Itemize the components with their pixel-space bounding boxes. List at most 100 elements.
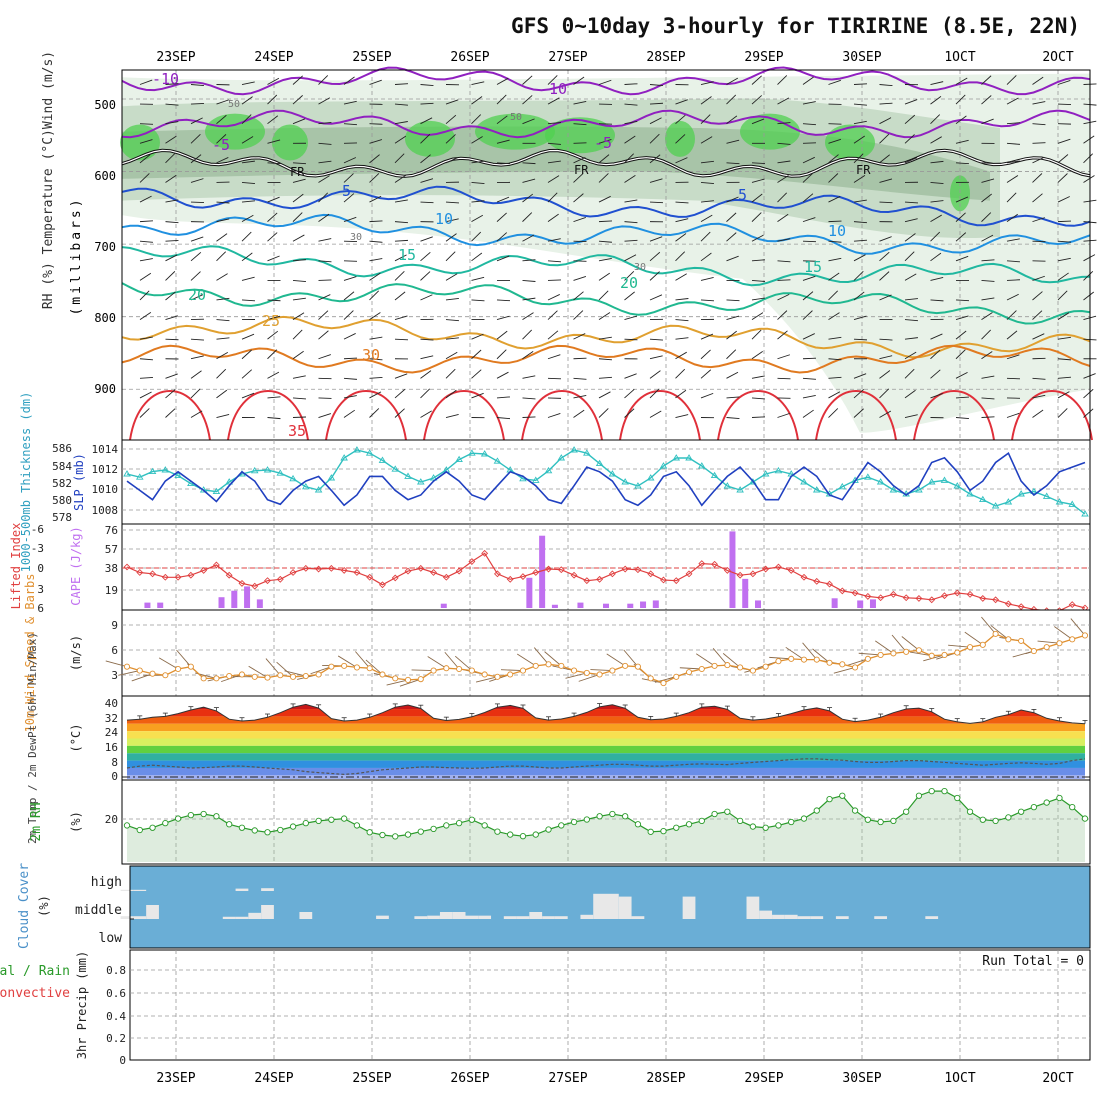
lifted-index-point <box>532 569 540 576</box>
wind-speed-point <box>468 667 475 674</box>
wind-barb <box>802 377 816 380</box>
wind-barb <box>828 257 842 262</box>
wind-barb <box>802 310 813 320</box>
wind-barb <box>139 336 153 340</box>
wind-barb <box>445 157 459 164</box>
wind-barb <box>1032 275 1045 281</box>
cape-bar <box>627 603 634 608</box>
wind-barb <box>139 358 153 361</box>
wind-barb <box>955 232 967 242</box>
surface-wind-barb <box>901 636 920 651</box>
wind-barb <box>216 413 230 418</box>
wind-barb <box>1032 142 1046 144</box>
wind-barb <box>1032 76 1044 85</box>
wind-barb <box>726 77 739 85</box>
wind-barb <box>267 162 281 165</box>
wind-barb <box>165 271 176 281</box>
wind-barb <box>700 276 714 281</box>
contour-label: 10 <box>435 210 453 228</box>
wind-10m-panel: 9 6 3 10m Wind Speed & Barbs (m/s) <box>23 574 1091 732</box>
surface-wind-barb <box>284 670 306 677</box>
cape-tick: 57 <box>105 543 118 556</box>
wind-barb <box>700 136 713 144</box>
wind-barb <box>292 397 306 400</box>
wind-barb <box>802 76 814 85</box>
wind-barb <box>624 135 636 144</box>
pressure-tick: 600 <box>94 169 116 183</box>
wind-barb <box>292 375 306 379</box>
wind-barb <box>165 239 179 242</box>
thickness-axis-label: 1000-500mb Thickness (dm) <box>19 392 33 573</box>
wind-barb <box>267 299 281 302</box>
date-label-bottom: 1OCT <box>944 1071 975 1086</box>
wind-speed-point <box>200 675 207 682</box>
wind-barb <box>726 115 738 125</box>
rh-point <box>315 817 322 825</box>
rh-point <box>455 819 463 827</box>
thickness-point <box>889 486 898 493</box>
wind-barb <box>420 388 431 399</box>
upper-wind-barbs <box>139 75 1097 420</box>
wind-barb <box>700 369 712 379</box>
wind-barb <box>930 369 941 379</box>
wind-barb <box>318 310 329 320</box>
rh-point <box>839 792 846 799</box>
surface-wind-barb <box>444 651 460 670</box>
cape-gridlines <box>122 524 1090 610</box>
wind-barb <box>369 376 383 379</box>
wind-barb <box>981 312 993 320</box>
contour-label: 50 <box>228 99 240 110</box>
thickness-point <box>570 446 578 453</box>
cape-bar <box>857 600 864 608</box>
wind-barb <box>879 84 893 87</box>
wind-barb <box>369 139 383 144</box>
thickness-point <box>915 486 923 493</box>
wind-speed-point <box>123 663 131 670</box>
rh-axis: 20 <box>105 813 118 826</box>
date-label-top: 24SEP <box>254 50 293 65</box>
wind-barb <box>751 118 765 125</box>
thickness-point <box>174 471 182 479</box>
thickness-tick: 580 <box>52 494 72 507</box>
wind-barb <box>547 75 558 85</box>
lifted-index-point <box>608 570 616 578</box>
rh-point <box>724 808 731 815</box>
lifted-index-point <box>391 574 399 582</box>
wind-barb <box>1032 409 1044 418</box>
rh-point <box>494 828 501 835</box>
precip-axis: 0.8 0.6 0.4 0.2 0 <box>106 964 126 1067</box>
wind-barb <box>853 270 864 281</box>
wind-barb <box>700 349 711 360</box>
wind-barb <box>522 162 536 165</box>
wind-barb <box>649 201 664 204</box>
wind-speed-point <box>353 664 360 671</box>
wind-speed-point <box>379 671 386 678</box>
wind-barb <box>1006 310 1017 320</box>
wind-gridlines <box>122 610 1090 696</box>
temperature-band <box>127 709 1085 717</box>
wind-barb <box>955 94 966 105</box>
wind-barb <box>190 370 202 379</box>
cloud-high-block <box>120 889 134 891</box>
wind-barb <box>573 291 584 301</box>
cloud-middle-block <box>452 912 466 919</box>
wind-barb <box>649 84 663 87</box>
wind-barb <box>369 312 381 320</box>
cloud-middle-block <box>248 912 262 919</box>
wind-barb <box>624 120 638 125</box>
wind-barb <box>496 417 510 420</box>
thickness-point <box>1055 498 1064 505</box>
isotherm-line <box>121 344 1091 374</box>
lifted-index-point <box>928 596 936 604</box>
lifted-index-line <box>126 552 1086 612</box>
cape-bar <box>440 603 447 608</box>
wind-barb <box>573 193 584 203</box>
wind-barb <box>879 133 890 144</box>
date-label-top: 28SEP <box>646 50 685 65</box>
lifted-index-point <box>736 571 744 579</box>
wind-barb <box>190 178 204 183</box>
upper-air-panel: -10 -10 -5 -5 FR FR FR 5 5 10 10 15 15 2… <box>41 51 1097 441</box>
cloud-layer-label: middle <box>75 903 122 918</box>
thickness-point <box>314 486 323 493</box>
wind-barb <box>420 178 434 183</box>
